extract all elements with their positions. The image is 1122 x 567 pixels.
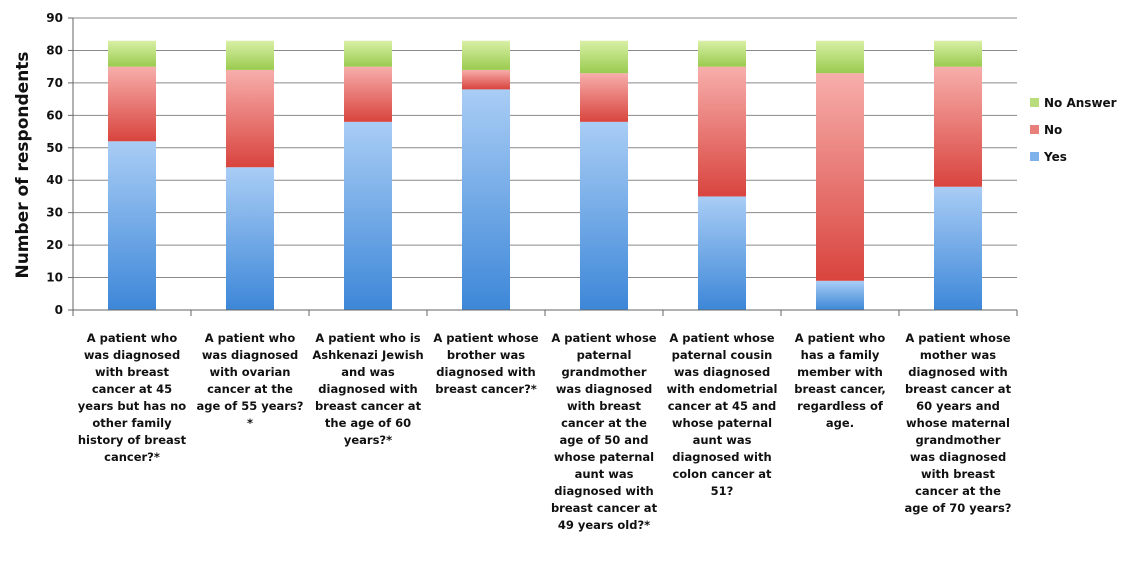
legend-swatch-no-answer <box>1030 98 1039 107</box>
bars <box>108 40 982 310</box>
x-category-label: A patient who was diagnosed with breast … <box>77 331 187 464</box>
bar-segment-no <box>580 73 628 122</box>
bar-segment-no <box>698 66 746 197</box>
y-tick-labels: 0 10 20 30 40 50 60 70 80 90 <box>46 11 63 317</box>
legend-swatch-yes <box>1030 152 1039 161</box>
legend-swatch-no <box>1030 125 1039 134</box>
bar-segment-no <box>108 66 156 142</box>
bar-segment-no <box>344 66 392 122</box>
bar-segment-no-answer <box>816 40 864 74</box>
y-tick-label: 10 <box>46 271 63 285</box>
bar-segment-yes <box>698 196 746 310</box>
bar-segment-no-answer <box>344 40 392 67</box>
bar-segment-no-answer <box>462 40 510 70</box>
legend-label: No Answer <box>1044 96 1117 110</box>
bar-segment-no <box>462 69 510 90</box>
bar-segment-no <box>226 69 274 168</box>
y-tick-label: 70 <box>46 76 63 90</box>
axes <box>68 17 1018 316</box>
bar-segment-yes <box>934 186 982 310</box>
bar-segment-yes <box>226 167 274 310</box>
y-tick-label: 40 <box>46 173 63 187</box>
legend: No Answer No Yes <box>1030 96 1117 164</box>
y-tick-label: 20 <box>46 238 63 252</box>
x-category-label: A patient whose brother was diagnosed wi… <box>433 331 539 396</box>
bar-segment-no-answer <box>580 40 628 74</box>
y-axis-label: Number of respondents <box>13 51 33 278</box>
x-category-label: A patient whose paternal cousin was diag… <box>666 331 778 498</box>
legend-label: No <box>1044 123 1062 137</box>
bar-segment-no-answer <box>108 40 156 67</box>
x-category-label: A patient whose mother was diagnosed wit… <box>904 331 1012 515</box>
bar-segment-yes <box>816 280 864 310</box>
x-category-label: A patient who is Ashkenazi Jewish and wa… <box>312 331 424 447</box>
bar-segment-yes <box>344 121 392 310</box>
y-tick-label: 30 <box>46 206 63 220</box>
x-category-label: A patient whose paternal grandmother was… <box>550 331 658 532</box>
y-tick-label: 0 <box>55 303 63 317</box>
bar-segment-no-answer <box>934 40 982 67</box>
x-category-label: A patient who was diagnosed with ovarian… <box>196 331 304 430</box>
legend-label: Yes <box>1043 150 1067 164</box>
y-tick-label: 50 <box>46 141 63 155</box>
y-tick-label: 90 <box>46 11 63 25</box>
y-tick-label: 60 <box>46 108 63 122</box>
bar-segment-no-answer <box>226 40 274 70</box>
x-category-label: A patient who has a family member with b… <box>794 331 886 430</box>
bar-segment-no <box>816 73 864 281</box>
y-tick-label: 80 <box>46 43 63 57</box>
bar-segment-no-answer <box>698 40 746 67</box>
bar-segment-no <box>934 66 982 187</box>
bar-segment-yes <box>462 89 510 310</box>
gridlines <box>73 17 1017 279</box>
bar-segment-yes <box>108 141 156 310</box>
bar-segment-yes <box>580 121 628 310</box>
